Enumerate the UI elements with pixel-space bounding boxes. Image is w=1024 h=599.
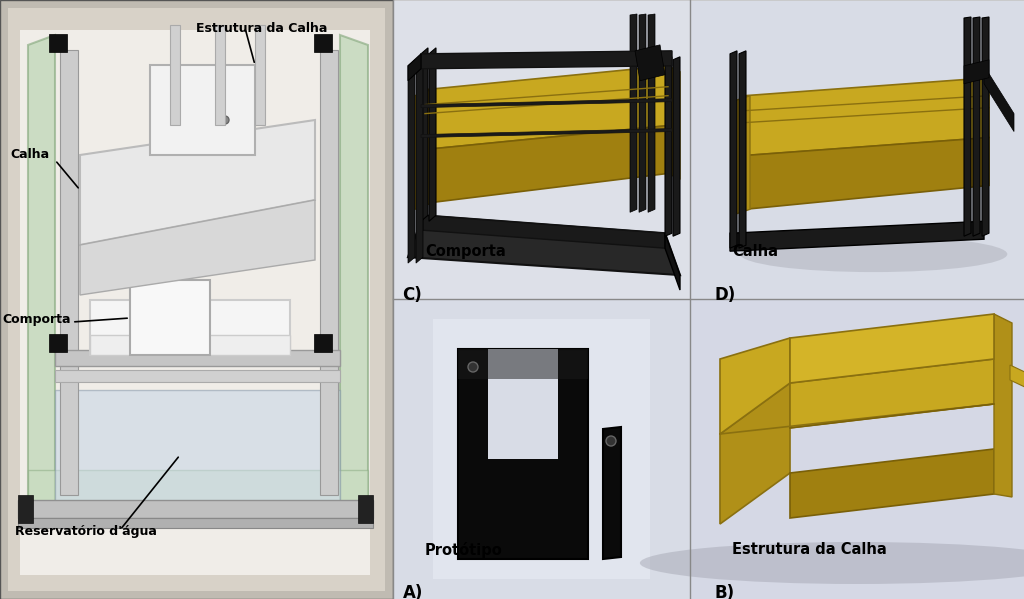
FancyBboxPatch shape <box>0 0 393 599</box>
FancyBboxPatch shape <box>55 350 340 366</box>
Text: Comporta: Comporta <box>425 244 506 259</box>
Ellipse shape <box>606 436 616 446</box>
FancyBboxPatch shape <box>20 30 370 575</box>
FancyBboxPatch shape <box>433 319 650 579</box>
Ellipse shape <box>640 542 1024 584</box>
FancyBboxPatch shape <box>314 334 332 352</box>
Text: Comporta: Comporta <box>2 313 71 326</box>
Polygon shape <box>730 221 984 251</box>
FancyBboxPatch shape <box>358 495 373 523</box>
Polygon shape <box>973 17 980 236</box>
Polygon shape <box>665 57 672 236</box>
Polygon shape <box>488 349 558 459</box>
Polygon shape <box>80 200 315 295</box>
Polygon shape <box>635 45 665 81</box>
Polygon shape <box>340 35 368 518</box>
Polygon shape <box>745 138 989 209</box>
FancyBboxPatch shape <box>215 25 225 125</box>
Polygon shape <box>790 314 994 383</box>
Polygon shape <box>668 66 680 179</box>
Polygon shape <box>790 359 994 428</box>
Polygon shape <box>416 60 423 263</box>
FancyBboxPatch shape <box>319 50 338 495</box>
Polygon shape <box>665 233 680 290</box>
Polygon shape <box>458 349 588 379</box>
FancyBboxPatch shape <box>130 280 210 355</box>
Polygon shape <box>720 338 790 434</box>
FancyBboxPatch shape <box>690 299 1024 599</box>
Polygon shape <box>408 60 415 263</box>
Polygon shape <box>80 120 315 245</box>
FancyBboxPatch shape <box>49 34 67 52</box>
Polygon shape <box>982 17 989 236</box>
Ellipse shape <box>468 362 478 372</box>
Text: A): A) <box>402 584 423 599</box>
Polygon shape <box>1010 365 1024 389</box>
Text: Reservatório d'água: Reservatório d'água <box>15 525 157 538</box>
FancyBboxPatch shape <box>18 500 373 518</box>
Polygon shape <box>790 449 994 518</box>
FancyBboxPatch shape <box>18 518 373 528</box>
Polygon shape <box>994 314 1012 497</box>
FancyBboxPatch shape <box>90 300 290 355</box>
FancyBboxPatch shape <box>170 25 180 125</box>
Polygon shape <box>630 14 637 212</box>
Ellipse shape <box>740 236 1008 272</box>
Polygon shape <box>730 51 737 248</box>
FancyBboxPatch shape <box>55 390 340 502</box>
Text: Protótipo: Protótipo <box>425 542 503 558</box>
Text: Calha: Calha <box>10 149 49 162</box>
FancyBboxPatch shape <box>150 65 255 155</box>
FancyBboxPatch shape <box>314 34 332 52</box>
Text: Estrutura da Calha: Estrutura da Calha <box>196 22 328 35</box>
Polygon shape <box>408 54 421 81</box>
Polygon shape <box>423 215 665 248</box>
Text: D): D) <box>715 286 736 304</box>
Polygon shape <box>429 48 436 221</box>
FancyBboxPatch shape <box>49 334 67 352</box>
Text: B): B) <box>715 584 735 599</box>
Polygon shape <box>673 57 680 236</box>
FancyBboxPatch shape <box>393 0 690 299</box>
FancyBboxPatch shape <box>393 299 690 599</box>
Polygon shape <box>964 17 971 236</box>
FancyBboxPatch shape <box>60 50 78 495</box>
Text: Estrutura da Calha: Estrutura da Calha <box>732 542 887 557</box>
FancyBboxPatch shape <box>55 370 340 382</box>
FancyBboxPatch shape <box>8 8 385 591</box>
FancyBboxPatch shape <box>90 335 290 355</box>
Polygon shape <box>745 78 989 156</box>
Text: C): C) <box>402 286 422 304</box>
Ellipse shape <box>171 116 179 124</box>
Polygon shape <box>415 90 431 209</box>
Polygon shape <box>408 215 680 275</box>
Polygon shape <box>28 35 55 518</box>
Polygon shape <box>421 129 672 138</box>
Ellipse shape <box>221 116 229 124</box>
Text: Calha: Calha <box>732 244 778 259</box>
FancyBboxPatch shape <box>255 25 265 125</box>
Polygon shape <box>421 48 428 221</box>
Polygon shape <box>421 51 672 69</box>
Polygon shape <box>458 349 588 559</box>
Polygon shape <box>603 427 621 559</box>
Polygon shape <box>732 96 750 215</box>
Polygon shape <box>425 126 668 203</box>
Polygon shape <box>739 51 746 248</box>
Polygon shape <box>425 66 668 150</box>
Polygon shape <box>964 60 989 84</box>
Polygon shape <box>720 383 790 524</box>
Polygon shape <box>28 470 368 518</box>
Polygon shape <box>421 99 672 108</box>
Ellipse shape <box>434 230 660 266</box>
FancyBboxPatch shape <box>18 495 33 523</box>
Polygon shape <box>984 66 1014 132</box>
FancyBboxPatch shape <box>690 0 1024 299</box>
Polygon shape <box>639 14 646 212</box>
Polygon shape <box>648 14 655 212</box>
